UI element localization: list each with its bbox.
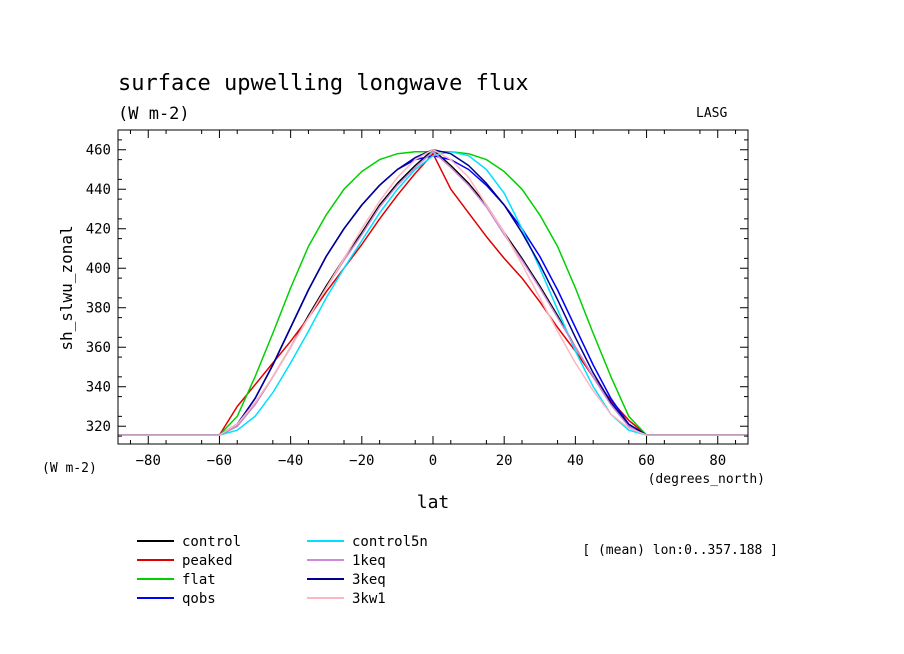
series-line-3kw1 — [118, 148, 748, 436]
plot-area: −80 −60 −40 −20 0 20 40 60 80 320 340 360 380 400 420 4… — [86, 129, 749, 469]
series-line-peaked — [118, 152, 748, 436]
series-line-control — [118, 148, 748, 436]
legend-label-flat: flat — [182, 572, 216, 588]
y-tick-label: 440 — [86, 182, 111, 198]
y-tick-label: 400 — [86, 261, 111, 277]
series-line-3keq — [118, 148, 748, 436]
x-tick-label: 40 — [567, 453, 584, 469]
y-tick-label: 380 — [86, 301, 111, 317]
mean-annotation: [ (mean) lon:0..357.188 ] — [582, 543, 778, 558]
legend: control peaked flat qobs control5n 1keq 3keq 3k… — [137, 534, 428, 607]
y-axis-units: (W m-2) — [42, 461, 97, 476]
y-tick-label: 460 — [86, 143, 111, 159]
y-tick-label: 420 — [86, 222, 111, 238]
x-tick-label: 20 — [496, 453, 513, 469]
chart-title: surface upwelling longwave flux — [118, 71, 529, 96]
series-line-control5n — [118, 150, 748, 436]
legend-label-qobs: qobs — [182, 591, 216, 607]
x-tick-label: 80 — [709, 453, 726, 469]
legend-label-control5n: control5n — [352, 534, 428, 550]
legend-label-3kw1: 3kw1 — [352, 591, 386, 607]
y-tick-label: 340 — [86, 380, 111, 396]
x-tick-label: −80 — [136, 453, 161, 469]
series-line-qobs — [118, 154, 748, 436]
x-axis-units: (degrees_north) — [648, 472, 765, 487]
legend-label-3keq: 3keq — [352, 572, 386, 588]
chart-subtitle: (W m-2) — [118, 104, 190, 124]
x-tick-label: −20 — [349, 453, 374, 469]
series-line-flat — [118, 150, 748, 436]
legend-label-control: control — [182, 534, 241, 550]
y-axis-label: sh_slwu_zonal — [57, 225, 76, 350]
y-tick-label: 320 — [86, 419, 111, 435]
x-tick-label: 0 — [429, 453, 437, 469]
x-tick-label: −60 — [207, 453, 232, 469]
legend-label-peaked: peaked — [182, 553, 233, 569]
legend-label-1keq: 1keq — [352, 553, 386, 569]
plot-frame — [117, 129, 749, 445]
x-tick-label: 60 — [638, 453, 655, 469]
series-group — [118, 148, 748, 436]
x-tick-label: −40 — [278, 453, 303, 469]
source-label: LASG — [696, 106, 727, 121]
series-line-1keq — [118, 150, 748, 436]
y-tick-label: 360 — [86, 340, 111, 356]
x-axis-label: lat — [417, 492, 450, 513]
